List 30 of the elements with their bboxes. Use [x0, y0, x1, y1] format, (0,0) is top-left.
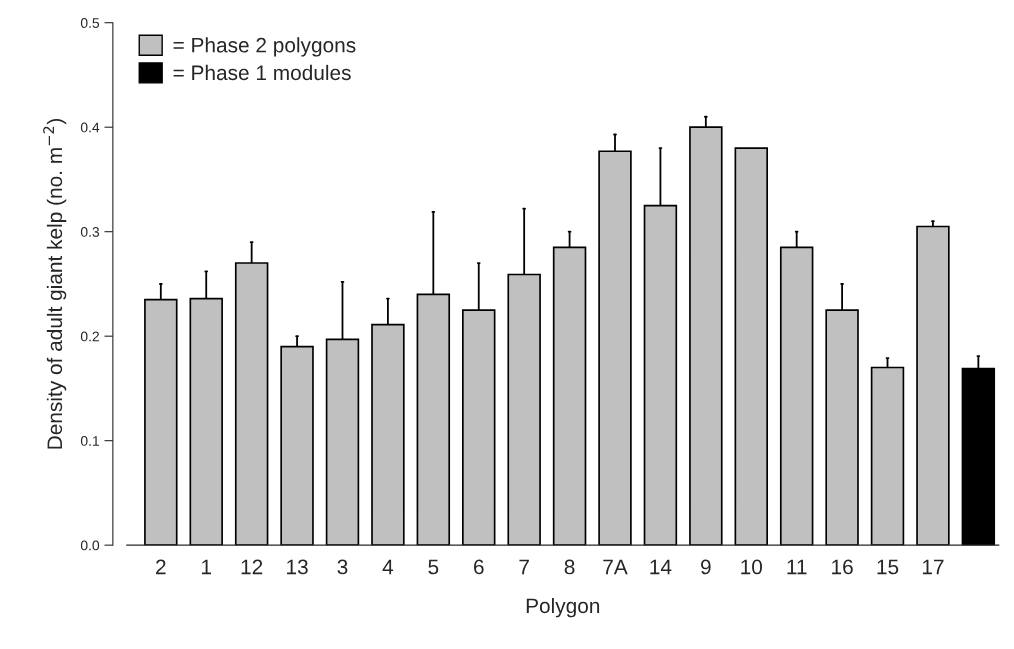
x-tick-label: 13 [287, 559, 308, 575]
y-tick-label: 0.5 [80, 18, 100, 28]
x-tick-label: 8 [564, 559, 575, 575]
x-tick-label: 15 [877, 559, 899, 575]
x-tick-label: 6 [474, 559, 484, 575]
legend-label: = Phase 1 modules [173, 64, 351, 81]
x-tick-label: 9 [701, 559, 711, 575]
y-axis-title: Density of adult giant kelp (no. m$^{−2}$) [43, 118, 67, 449]
y-tick-label: 0.0 [80, 540, 100, 551]
legend-label: = Phase 2 polygons [173, 37, 356, 57]
x-tick-label: 7A [603, 559, 628, 575]
x-tick-label: 11 [787, 559, 807, 575]
x-tick-label: 2 [156, 559, 166, 575]
bar [734, 147, 768, 546]
x-tick-label: 17 [922, 559, 944, 575]
x-tick-label: 7 [519, 559, 529, 575]
bar [916, 225, 950, 546]
x-axis-title: Polygon [526, 597, 600, 618]
y-tick-label: 0.1 [80, 436, 99, 446]
x-tick-label: 14 [650, 559, 672, 575]
x-tick-label: 4 [382, 559, 394, 575]
x-tick-label: 3 [337, 559, 348, 575]
x-tick-label: 10 [741, 559, 763, 575]
y-tick-label: 0.4 [80, 122, 100, 133]
y-tick-label: 0.2 [80, 331, 99, 342]
x-tick-label: 12 [241, 559, 263, 575]
x-tick-label: 5 [428, 559, 439, 575]
x-tick-label: 16 [832, 559, 853, 575]
x-tick-label: 1 [202, 559, 212, 575]
y-tick-label: 0.3 [80, 227, 100, 237]
